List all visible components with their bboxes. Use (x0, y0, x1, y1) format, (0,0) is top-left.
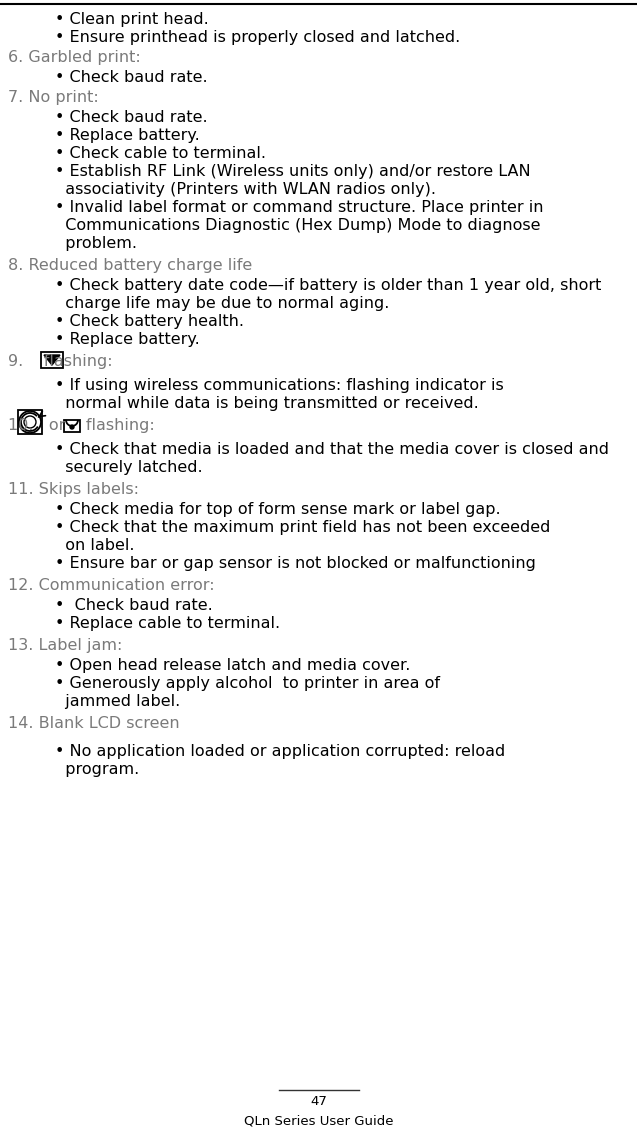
Bar (41, 352, 63, 369)
Text: • Check that the maximum print field has not been exceeded: • Check that the maximum print field has… (55, 521, 550, 535)
Text: securely latched.: securely latched. (55, 460, 203, 475)
Text: • Invalid label format or command structure. Place printer in: • Invalid label format or command struct… (55, 200, 543, 215)
Text: • Check media for top of form sense mark or label gap.: • Check media for top of form sense mark… (55, 502, 501, 517)
Text: 10.   or    flashing:: 10. or flashing: (8, 418, 155, 433)
Text: • Check baud rate.: • Check baud rate. (55, 110, 208, 125)
Text: • Clean print head.: • Clean print head. (55, 12, 209, 27)
Text: 6. Garbled print:: 6. Garbled print: (8, 50, 141, 65)
Text: 14. Blank LCD screen: 14. Blank LCD screen (8, 716, 180, 731)
Text: • Replace battery.: • Replace battery. (55, 332, 200, 347)
Text: 12. Communication error:: 12. Communication error: (8, 578, 215, 593)
Text: • Check that media is loaded and that the media cover is closed and: • Check that media is loaded and that th… (55, 442, 609, 457)
Text: 9.    flashing:: 9. flashing: (8, 354, 113, 369)
Text: • Replace cable to terminal.: • Replace cable to terminal. (55, 616, 280, 631)
Text: on label.: on label. (55, 538, 134, 553)
Text: charge life may be due to normal aging.: charge life may be due to normal aging. (55, 296, 389, 311)
Polygon shape (44, 355, 60, 365)
Text: • Check battery health.: • Check battery health. (55, 314, 244, 329)
Text: 7. No print:: 7. No print: (8, 90, 99, 105)
Text: • Check cable to terminal.: • Check cable to terminal. (55, 146, 266, 161)
Circle shape (19, 411, 41, 433)
Text: 8. Reduced battery charge life: 8. Reduced battery charge life (8, 259, 252, 273)
Text: 13. Label jam:: 13. Label jam: (8, 638, 122, 653)
Text: • If using wireless communications: flashing indicator is: • If using wireless communications: flas… (55, 378, 504, 393)
Text: •  Check baud rate.: • Check baud rate. (55, 598, 213, 613)
Text: problem.: problem. (55, 236, 137, 251)
Text: jammed label.: jammed label. (55, 694, 180, 709)
Circle shape (24, 416, 36, 428)
Circle shape (70, 425, 74, 429)
Text: • Establish RF Link (Wireless units only) and/or restore LAN: • Establish RF Link (Wireless units only… (55, 164, 531, 179)
Text: associativity (Printers with WLAN radios only).: associativity (Printers with WLAN radios… (55, 181, 436, 197)
Text: normal while data is being transmitted or received.: normal while data is being transmitted o… (55, 396, 479, 411)
Text: QLn Series User Guide: QLn Series User Guide (244, 1115, 393, 1128)
Text: • Check battery date code—if battery is older than 1 year old, short: • Check battery date code—if battery is … (55, 278, 601, 293)
Text: • Check baud rate.: • Check baud rate. (55, 70, 208, 85)
Text: 47: 47 (310, 1095, 327, 1108)
Text: • Ensure printhead is properly closed and latched.: • Ensure printhead is properly closed an… (55, 29, 461, 45)
Text: • No application loaded or application corrupted: reload: • No application loaded or application c… (55, 744, 505, 759)
Bar (18, 411, 42, 434)
Bar (64, 420, 80, 432)
Text: program.: program. (55, 762, 140, 777)
Text: • Replace battery.: • Replace battery. (55, 128, 200, 143)
Text: • Ensure bar or gap sensor is not blocked or malfunctioning: • Ensure bar or gap sensor is not blocke… (55, 556, 536, 572)
Text: Communications Diagnostic (Hex Dump) Mode to diagnose: Communications Diagnostic (Hex Dump) Mod… (55, 218, 541, 232)
Text: • Generously apply alcohol  to printer in area of: • Generously apply alcohol to printer in… (55, 676, 440, 691)
Text: • Open head release latch and media cover.: • Open head release latch and media cove… (55, 658, 410, 672)
Text: 11. Skips labels:: 11. Skips labels: (8, 482, 139, 497)
